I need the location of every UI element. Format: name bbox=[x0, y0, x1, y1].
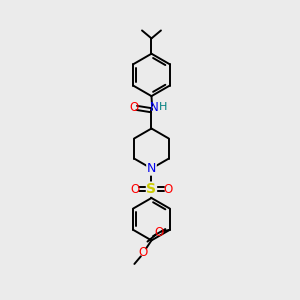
Text: O: O bbox=[139, 246, 148, 259]
Text: O: O bbox=[163, 183, 172, 196]
Text: O: O bbox=[130, 101, 139, 114]
Text: O: O bbox=[130, 183, 140, 196]
Text: O: O bbox=[154, 226, 163, 239]
Text: N: N bbox=[150, 101, 159, 114]
Text: N: N bbox=[147, 162, 156, 175]
Text: H: H bbox=[158, 102, 167, 112]
Text: S: S bbox=[146, 182, 157, 196]
